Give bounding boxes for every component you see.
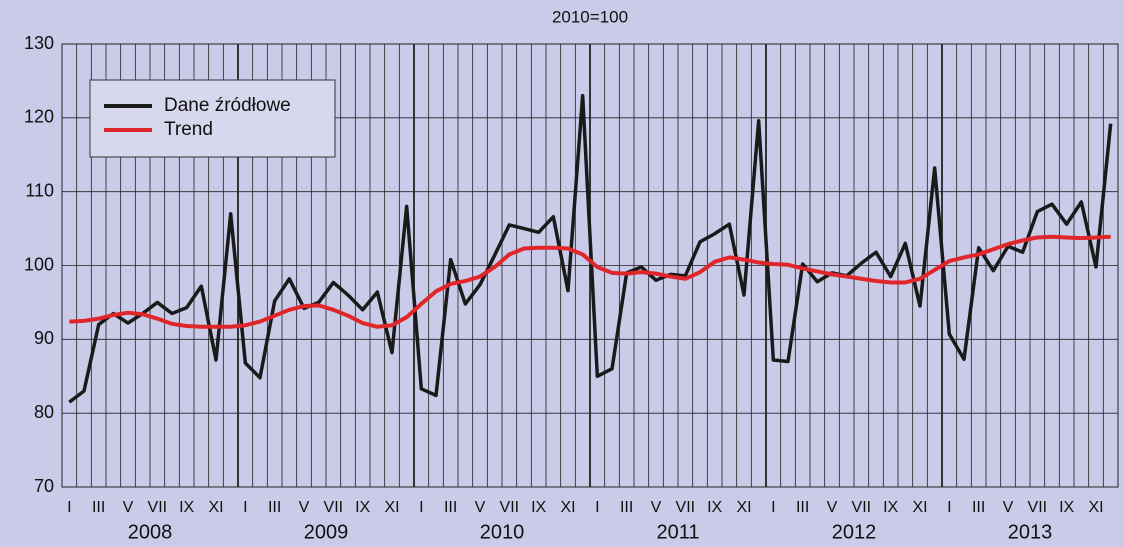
chart-title: 2010=100: [552, 7, 628, 26]
x-tick-label: VII: [852, 499, 872, 516]
x-tick-label: V: [123, 499, 134, 516]
y-tick-label: 120: [24, 107, 54, 127]
x-tick-label: V: [299, 499, 310, 516]
y-tick-label: 90: [34, 328, 54, 348]
legend-label: Dane źródłowe: [164, 95, 291, 116]
x-tick-label: V: [827, 499, 838, 516]
x-tick-label: VII: [1028, 499, 1048, 516]
x-tick-label: I: [243, 499, 247, 516]
x-tick-label: XI: [384, 499, 399, 516]
x-tick-label: XI: [912, 499, 927, 516]
y-tick-label: 70: [34, 476, 54, 496]
year-label: 2009: [304, 521, 349, 543]
x-tick-label: VII: [676, 499, 696, 516]
x-tick-label: III: [444, 499, 457, 516]
plot-frame: [61, 43, 1119, 488]
x-tick-label: VII: [148, 499, 168, 516]
x-tick-label: V: [475, 499, 486, 516]
legend-label: Trend: [164, 119, 213, 140]
x-tick-label: IX: [531, 499, 546, 516]
x-tick-label: VII: [500, 499, 520, 516]
x-tick-label: XI: [1088, 499, 1103, 516]
series-line: [68, 93, 1113, 404]
x-tick-label: III: [268, 499, 281, 516]
year-label: 2011: [656, 521, 699, 543]
year-label: 2008: [128, 521, 173, 543]
x-tick-label: I: [419, 499, 423, 516]
x-tick-label: IX: [355, 499, 370, 516]
year-label: 2012: [832, 521, 877, 543]
x-tick-label: I: [947, 499, 951, 516]
x-tick-label: XI: [208, 499, 223, 516]
year-label: 2013: [1008, 521, 1053, 543]
y-tick-label: 100: [24, 254, 54, 274]
x-tick-label: IX: [179, 499, 194, 516]
x-tick-label: I: [595, 499, 599, 516]
y-tick-label: 110: [25, 180, 54, 200]
legend-box: [89, 79, 336, 158]
x-tick-label: I: [771, 499, 775, 516]
x-tick-label: IX: [707, 499, 722, 516]
y-tick-label: 130: [24, 33, 54, 53]
x-tick-label: III: [620, 499, 633, 516]
x-tick-label: IX: [1059, 499, 1074, 516]
x-tick-label: III: [92, 499, 105, 516]
x-tick-label: IX: [883, 499, 898, 516]
x-tick-label: XI: [736, 499, 751, 516]
x-tick-label: VII: [324, 499, 344, 516]
x-tick-label: V: [651, 499, 662, 516]
y-tick-label: 80: [34, 402, 54, 422]
x-tick-label: III: [972, 499, 985, 516]
x-tick-label: V: [1003, 499, 1014, 516]
year-label: 2010: [480, 521, 525, 543]
x-tick-label: XI: [560, 499, 575, 516]
series-line: [69, 234, 1111, 329]
x-tick-label: III: [796, 499, 809, 516]
x-tick-label: I: [67, 499, 71, 516]
